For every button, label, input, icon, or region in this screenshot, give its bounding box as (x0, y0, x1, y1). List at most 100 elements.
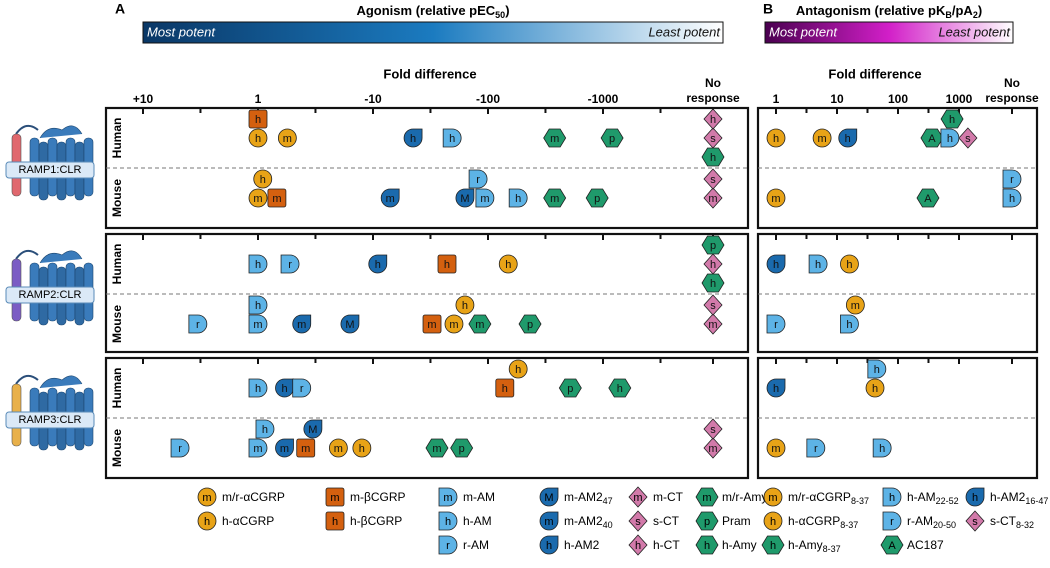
marker-group: h (1002, 188, 1022, 208)
ramp-loop (15, 124, 39, 135)
marker (248, 128, 268, 148)
marker-group: p (518, 314, 542, 334)
marker (248, 295, 268, 315)
legend-item: r r-AM (438, 535, 489, 555)
marker-group: m (425, 438, 449, 458)
marker-group: h (455, 295, 475, 315)
marker-group: p (600, 128, 624, 148)
marker-group: M (303, 419, 323, 439)
marker-letter: r (814, 443, 818, 455)
text-part: s-CT (990, 514, 1017, 528)
marker (248, 438, 268, 458)
marker-letter: m (427, 319, 436, 331)
marker (455, 188, 475, 208)
marker-letter: m (449, 319, 458, 331)
marker (845, 295, 865, 315)
legend-item: h h-αCGRP (197, 511, 274, 531)
marker-group: A (916, 188, 940, 208)
marker-group: m (422, 314, 442, 334)
legend-letter: h (770, 516, 776, 528)
marker-letter: h (359, 443, 365, 455)
marker-letter: h (281, 383, 287, 395)
marker-group: h (865, 378, 885, 398)
marker-group: h (275, 378, 294, 398)
marker (965, 487, 985, 507)
marker-letter: s (710, 424, 716, 436)
marker-letter: M (345, 319, 354, 331)
text-part: Antagonism (relative pK (796, 3, 946, 18)
marker (703, 108, 723, 130)
marker-letter: h (255, 114, 261, 126)
least-potent: Least potent (938, 24, 1011, 39)
marker-group: h (495, 378, 515, 398)
marker-letter: h (773, 133, 779, 145)
marker-letter: p (609, 133, 615, 145)
marker-group: s (703, 127, 723, 149)
marker-letter: h (773, 259, 779, 271)
text-part: m-CT (653, 490, 684, 504)
marker-group: h (766, 378, 786, 398)
clr-ecd (39, 375, 83, 389)
legend-letter: m (702, 492, 711, 504)
marker-letter: m (280, 443, 289, 455)
marker-group: m (766, 188, 786, 208)
legend-label: h-αCGRP (222, 514, 274, 528)
marker (508, 188, 528, 208)
text-part: h-Amy (722, 538, 757, 552)
marker (872, 438, 892, 458)
legend-item: r r-AM20-50 (882, 511, 956, 531)
marker-letter: h (710, 152, 716, 164)
subscript: 22-52 (936, 496, 959, 506)
marker-letter: r (288, 259, 292, 271)
marker (628, 510, 648, 532)
marker-letter: p (459, 443, 465, 455)
subscript: 2 (973, 10, 978, 20)
marker-letter: h (262, 424, 268, 436)
marker (840, 254, 859, 274)
marker-group: h (248, 128, 268, 148)
legend-letter: h (972, 492, 978, 504)
marker (437, 254, 457, 274)
marker-group: m (766, 438, 786, 458)
x-tick-label: -1000 (588, 92, 619, 106)
marker-group: h (838, 128, 858, 148)
species-label: Human (110, 118, 124, 159)
marker (882, 511, 902, 531)
legend-item: h h-AM216-47 (965, 487, 1048, 507)
species-label: Mouse (110, 305, 124, 343)
legend-item: s s-CT (628, 510, 680, 532)
ramp-loop (15, 249, 39, 260)
marker (958, 127, 978, 149)
text-part: h-Amy (788, 538, 823, 552)
legend-label: r-AM20-50 (907, 514, 956, 530)
marker-letter: h (710, 259, 716, 271)
legend-letter: s (972, 516, 978, 528)
clr-ecd (39, 250, 83, 264)
marker (543, 188, 567, 208)
text-part: m-AM (463, 490, 495, 504)
receptor-label: RAMP2:CLR (19, 289, 82, 301)
marker-letter: r (1010, 174, 1014, 186)
text-part: r-AM (907, 514, 933, 528)
marker (865, 378, 885, 398)
text-part: ) (505, 3, 509, 18)
potency-bar (142, 21, 724, 44)
subscript: 8-37 (823, 544, 841, 554)
panel-box (104, 232, 750, 354)
ramp-loop (15, 374, 39, 385)
most-potent: Most potent (147, 24, 216, 39)
subscript: 20-50 (933, 520, 956, 530)
text-part: h-αCGRP (788, 514, 840, 528)
text-part: /pA (952, 3, 974, 18)
marker-group: h (867, 359, 887, 379)
legend-letter: h (889, 492, 895, 504)
marker-group: h (608, 378, 632, 398)
least-potent: Least potent (648, 24, 721, 39)
legend-label: s-CT8-32 (990, 514, 1034, 530)
marker-group: m (292, 314, 312, 334)
legend-item: m m-AM (438, 487, 495, 507)
marker-letter: m (550, 133, 559, 145)
marker (508, 359, 528, 379)
marker (438, 487, 458, 507)
marker (340, 314, 360, 334)
